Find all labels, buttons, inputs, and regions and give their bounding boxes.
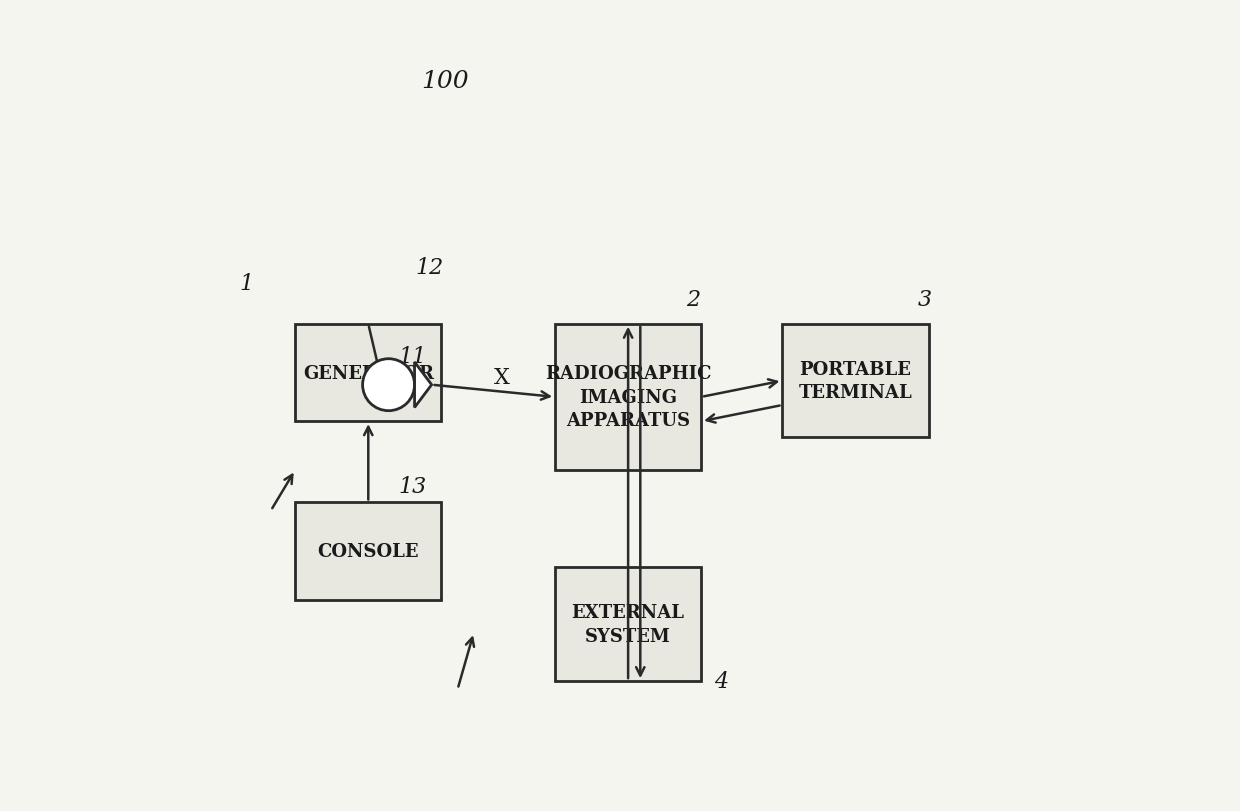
- FancyBboxPatch shape: [556, 568, 701, 681]
- Text: X: X: [495, 366, 510, 388]
- Text: 2: 2: [686, 289, 701, 311]
- Text: RADIOGRAPHIC
IMAGING
APPARATUS: RADIOGRAPHIC IMAGING APPARATUS: [544, 365, 712, 430]
- FancyBboxPatch shape: [556, 324, 701, 470]
- Text: CONSOLE: CONSOLE: [317, 543, 419, 560]
- Text: PORTABLE
TERMINAL: PORTABLE TERMINAL: [799, 360, 913, 402]
- Text: 1: 1: [239, 272, 253, 295]
- FancyBboxPatch shape: [295, 324, 441, 422]
- Circle shape: [362, 359, 414, 411]
- Text: 11: 11: [399, 345, 427, 368]
- Text: 3: 3: [918, 289, 931, 311]
- Text: EXTERNAL
SYSTEM: EXTERNAL SYSTEM: [572, 603, 684, 646]
- Text: 12: 12: [415, 256, 444, 279]
- Text: GENERATOR: GENERATOR: [303, 364, 434, 382]
- FancyBboxPatch shape: [782, 324, 929, 438]
- Text: 13: 13: [399, 475, 427, 498]
- FancyBboxPatch shape: [295, 503, 441, 600]
- Text: 4: 4: [714, 670, 729, 693]
- Text: 100: 100: [422, 70, 469, 92]
- Polygon shape: [414, 363, 432, 408]
